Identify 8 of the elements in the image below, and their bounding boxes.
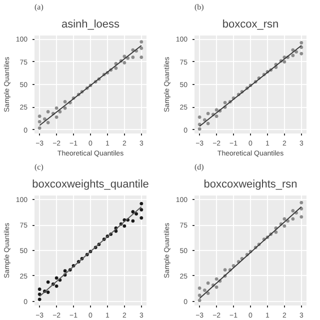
chart-title: boxcoxweights_rsn	[204, 178, 298, 190]
text: (b)	[194, 2, 204, 12]
chart-title: boxcox_rsn	[222, 18, 279, 30]
chart-title: boxcoxweights_quantile	[32, 178, 149, 190]
chart-title: asinh_loess	[61, 18, 120, 30]
text: (c)	[34, 162, 44, 172]
text: (d)	[194, 162, 204, 172]
text: (a)	[34, 2, 44, 12]
